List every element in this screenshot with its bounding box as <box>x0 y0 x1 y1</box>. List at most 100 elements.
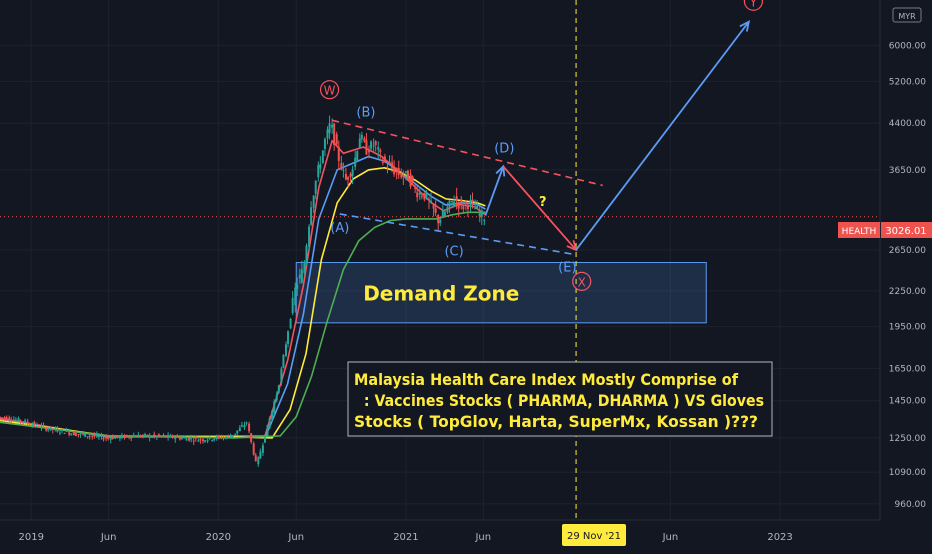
projection-arrow-line <box>502 165 577 251</box>
candle-body <box>323 139 326 149</box>
candle-body <box>183 437 186 439</box>
symbol-tag-label: HEALTH <box>842 227 877 237</box>
candle-body <box>47 429 50 431</box>
wave-label: (B) <box>356 105 375 120</box>
candle-body <box>351 169 354 176</box>
candle-body <box>24 420 27 423</box>
annotation-box[interactable]: Malaysia Health Care Index Mostly Compri… <box>347 361 773 437</box>
wave-label-circle <box>319 80 340 100</box>
annotation-box-frame <box>347 361 773 437</box>
price-tick-label: 1650.00 <box>889 364 926 374</box>
wave-labels: W (B) (A) (C) (D)? (E)X Y <box>319 0 764 291</box>
time-axis-background <box>0 520 932 550</box>
candle-body <box>268 418 271 429</box>
candle-body <box>137 434 140 438</box>
price-tick-label: 960.00 <box>895 500 927 510</box>
candle-body <box>225 436 228 439</box>
candle-body <box>151 436 154 438</box>
candle-body <box>197 440 200 442</box>
candle-body <box>100 435 103 437</box>
moving-average-line <box>0 139 486 438</box>
candle-body <box>414 187 417 189</box>
candle-body <box>483 219 486 221</box>
candle-body <box>109 438 112 440</box>
candle-body <box>291 297 294 314</box>
candle-body <box>144 434 147 436</box>
candle-body <box>192 440 195 442</box>
candle-body <box>443 211 446 216</box>
candle-body <box>231 435 234 437</box>
last-price-label: 3026.01 <box>885 226 926 237</box>
time-axis[interactable]: 2019 Jun 2020 Jun 2021 Jun Jun 2023 <box>19 532 793 543</box>
candle-body <box>368 150 371 153</box>
candle-body <box>354 157 357 167</box>
candle-body <box>35 424 38 426</box>
price-tick-label: 1450.00 <box>889 397 926 407</box>
candle-body <box>312 195 315 208</box>
candle-body <box>14 419 17 421</box>
symbol-tag <box>838 222 880 238</box>
candle-body <box>188 438 191 441</box>
candle-body <box>162 435 165 437</box>
candle-body <box>460 199 463 203</box>
candle-body <box>199 439 202 441</box>
wave-label: Y <box>749 0 758 9</box>
candle-body <box>157 434 160 437</box>
time-tick-label: 2019 <box>19 532 44 543</box>
candle-body <box>284 344 287 356</box>
candle-body <box>383 156 386 162</box>
candle-body <box>337 146 340 161</box>
candle-body <box>153 434 156 436</box>
candle-body <box>439 219 442 224</box>
price-tick-label: 2650.00 <box>889 246 926 256</box>
candle-body <box>402 174 405 177</box>
candle-body <box>294 287 297 306</box>
price-tick-label: 3650.00 <box>889 166 926 176</box>
projection-arrow-head <box>739 20 751 32</box>
candle-body <box>245 422 248 424</box>
candle-body <box>432 203 435 209</box>
candle-body <box>250 433 253 443</box>
projection-arrow-line <box>484 166 505 216</box>
candle-body <box>471 199 474 202</box>
price-tick-label: 1090.00 <box>889 468 926 478</box>
last-price-marker[interactable]: HEALTH 3026.01 <box>838 222 932 238</box>
candle-body <box>3 417 6 419</box>
candle-body <box>360 134 363 140</box>
candle-body <box>238 427 241 432</box>
candle-body <box>280 368 283 384</box>
candle-body <box>148 435 151 438</box>
candle-body <box>305 245 308 265</box>
currency-badge[interactable]: MYR <box>892 7 922 23</box>
candle-body <box>33 422 36 426</box>
candle-body <box>287 331 290 344</box>
crosshair-date-tag: 29 Nov '21 <box>562 524 626 546</box>
candle-body <box>118 436 121 439</box>
price-axis[interactable]: 6000.00 5200.00 4400.00 3650.00 2650.00 2250.… <box>889 42 926 510</box>
price-tick-label: 6000.00 <box>889 42 926 52</box>
candle-body <box>56 429 59 432</box>
wave-label: (A) <box>330 221 349 236</box>
candle-body <box>259 451 262 459</box>
last-price-tag <box>881 222 932 238</box>
candle-body <box>478 212 481 217</box>
price-tick-label: 1250.00 <box>889 434 926 444</box>
candle-body <box>63 432 66 434</box>
candle-body <box>139 435 142 437</box>
candle-body <box>185 438 188 441</box>
candle-body <box>381 162 384 164</box>
candle-body <box>411 176 414 183</box>
moving-average-line <box>0 211 486 439</box>
candle-body <box>201 439 204 442</box>
candle-body <box>434 208 437 213</box>
candle-body <box>363 138 366 142</box>
candle-body <box>358 138 361 149</box>
demand-zone-rect <box>295 262 707 324</box>
candle-body <box>208 436 211 439</box>
candle-body <box>51 428 54 430</box>
candle-body <box>171 435 174 438</box>
candle-body <box>386 166 389 168</box>
candle-body <box>248 423 251 432</box>
